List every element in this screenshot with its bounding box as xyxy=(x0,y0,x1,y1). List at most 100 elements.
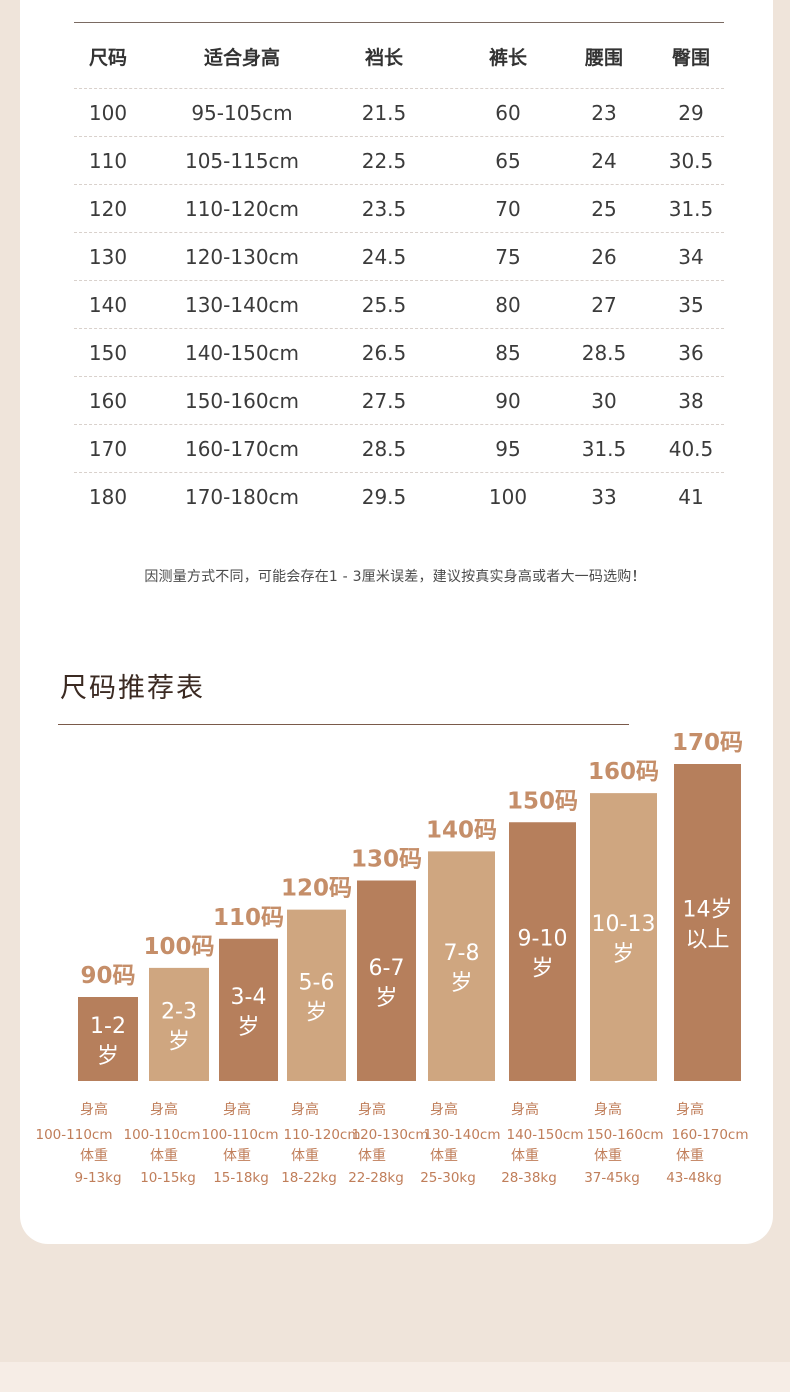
weight-value: 10-15kg xyxy=(140,1170,196,1186)
weight-label: 体重 xyxy=(676,1148,704,1164)
table-header-cell: 适合身高 xyxy=(203,46,281,69)
bar xyxy=(509,822,576,1081)
table-cell: 90 xyxy=(495,389,521,413)
table-cell: 75 xyxy=(495,245,521,269)
weight-value: 22-28kg xyxy=(348,1170,404,1186)
table-cell: 24 xyxy=(591,149,617,173)
weight-label: 体重 xyxy=(223,1148,251,1164)
table-cell: 30 xyxy=(591,389,617,413)
bar-age-label: 岁 xyxy=(531,957,553,982)
height-label: 身高 xyxy=(291,1101,319,1118)
height-label: 身高 xyxy=(511,1101,539,1118)
bar xyxy=(149,967,209,1081)
table-row: 140 130-140cm 25.5 80 27 35 xyxy=(74,280,724,329)
height-label: 身高 xyxy=(80,1101,108,1118)
table-row: 170 160-170cm 28.5 95 31.5 40.5 xyxy=(74,424,724,473)
bar xyxy=(219,938,278,1081)
table-row: 120 110-120cm 23.5 70 25 31.5 xyxy=(74,184,724,233)
table-cell: 120-130cm xyxy=(184,245,300,269)
note-exclaim: ！ xyxy=(631,569,646,585)
table-row: 100 95-105cm 21.5 60 23 29 xyxy=(74,88,724,137)
bar xyxy=(78,997,138,1081)
table-cell: 65 xyxy=(495,149,521,173)
weight-label: 体重 xyxy=(594,1148,622,1164)
bar-age-label: 2-3 xyxy=(161,999,197,1024)
table-header-cell: 裤长 xyxy=(488,46,528,69)
height-value: 160-170cm xyxy=(672,1127,749,1143)
table-header-row: 尺码 适合身高 裆长 裤长 腰围 臀围 xyxy=(74,22,724,90)
table-cell: 30.5 xyxy=(668,149,714,173)
table-cell: 105-115cm xyxy=(184,149,300,173)
weight-label: 体重 xyxy=(291,1148,319,1164)
bar-size-label: 130码 xyxy=(351,847,422,873)
bar xyxy=(428,851,495,1081)
table-header-cell: 裆长 xyxy=(364,46,404,69)
height-value: 120-130cm xyxy=(352,1127,429,1143)
bar-age-label: 3-4 xyxy=(231,985,267,1010)
bar-age-label: 1-2 xyxy=(90,1014,126,1039)
table-cell: 38 xyxy=(678,389,704,413)
table-cell: 28.5 xyxy=(581,341,627,365)
table-cell: 28.5 xyxy=(361,437,407,461)
table-cell: 26.5 xyxy=(361,341,407,365)
bar-age-label: 14岁 xyxy=(683,898,733,923)
bottom-band xyxy=(0,1362,790,1392)
table-cell: 34 xyxy=(678,245,704,269)
bar xyxy=(287,909,346,1081)
table-cell: 31.5 xyxy=(581,437,627,461)
table-cell: 110 xyxy=(88,149,128,173)
table-row: 180 170-180cm 29.5 100 33 41 xyxy=(74,472,724,521)
table-cell: 150-160cm xyxy=(184,389,300,413)
bar-age-label: 7-8 xyxy=(444,941,480,966)
bar xyxy=(674,764,741,1081)
table-header-cell: 臀围 xyxy=(671,46,711,69)
bar-size-label: 160码 xyxy=(588,759,659,785)
table-cell: 160 xyxy=(88,389,128,413)
height-value: 100-110cm xyxy=(202,1127,279,1143)
table-cell: 95-105cm xyxy=(191,101,293,125)
weight-value: 28-38kg xyxy=(501,1170,557,1186)
bar-age-label: 岁 xyxy=(450,971,472,996)
table-cell: 170 xyxy=(88,437,128,461)
height-value: 100-110cm xyxy=(36,1127,113,1143)
bar-age-label: 以上 xyxy=(685,928,729,953)
bar-age-label: 10-13 xyxy=(592,912,656,937)
table-cell: 29 xyxy=(678,101,704,125)
note-text: 因测量方式不同，可能会存在1 - 3厘米误差，建议按真实身高或者大一码选购 xyxy=(144,569,632,585)
table-cell: 80 xyxy=(495,293,521,317)
weight-label: 体重 xyxy=(358,1148,386,1164)
height-value: 150-160cm xyxy=(587,1127,664,1143)
table-cell: 23.5 xyxy=(361,197,407,221)
table-cell: 21.5 xyxy=(361,101,407,125)
weight-label: 体重 xyxy=(80,1148,108,1164)
bar-size-label: 100码 xyxy=(143,934,214,960)
bar xyxy=(357,880,416,1081)
height-label: 身高 xyxy=(150,1101,178,1118)
table-cell: 130 xyxy=(88,245,128,269)
table-cell: 25.5 xyxy=(361,293,407,317)
recommend-title: 尺码推荐表 xyxy=(60,673,205,704)
bar-size-label: 90码 xyxy=(80,963,135,989)
table-cell: 95 xyxy=(495,437,521,461)
table-cell: 150 xyxy=(88,341,128,365)
table-row: 110 105-115cm 22.5 65 24 30.5 xyxy=(74,136,724,185)
table-cell: 110-120cm xyxy=(184,197,300,221)
bar-size-label: 120码 xyxy=(281,876,352,902)
table-cell: 160-170cm xyxy=(184,437,300,461)
table-cell: 170-180cm xyxy=(184,485,300,509)
height-label: 身高 xyxy=(676,1101,704,1118)
height-label: 身高 xyxy=(223,1101,251,1118)
table-cell: 40.5 xyxy=(668,437,714,461)
table-row: 130 120-130cm 24.5 75 26 34 xyxy=(74,232,724,281)
table-header-cell: 尺码 xyxy=(88,46,128,69)
bar-age-label: 岁 xyxy=(97,1044,119,1069)
table-cell: 31.5 xyxy=(668,197,714,221)
table-cell: 41 xyxy=(678,485,704,509)
weight-value: 18-22kg xyxy=(281,1170,337,1186)
bar-size-label: 170码 xyxy=(672,730,743,756)
table-cell: 100 xyxy=(88,101,128,125)
bar-age-label: 9-10 xyxy=(518,927,568,952)
table-cell: 130-140cm xyxy=(184,293,300,317)
weight-value: 25-30kg xyxy=(420,1170,476,1186)
table-row: 150 140-150cm 26.5 85 28.5 36 xyxy=(74,328,724,377)
